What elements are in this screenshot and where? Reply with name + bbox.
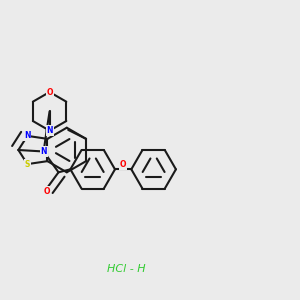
Text: HCl - H: HCl - H	[107, 264, 146, 274]
Text: O: O	[46, 88, 53, 97]
Text: N: N	[40, 147, 47, 156]
Text: N: N	[46, 126, 53, 135]
Text: N: N	[24, 131, 31, 140]
Text: O: O	[120, 160, 126, 169]
Text: O: O	[44, 187, 50, 196]
Text: S: S	[25, 160, 30, 169]
